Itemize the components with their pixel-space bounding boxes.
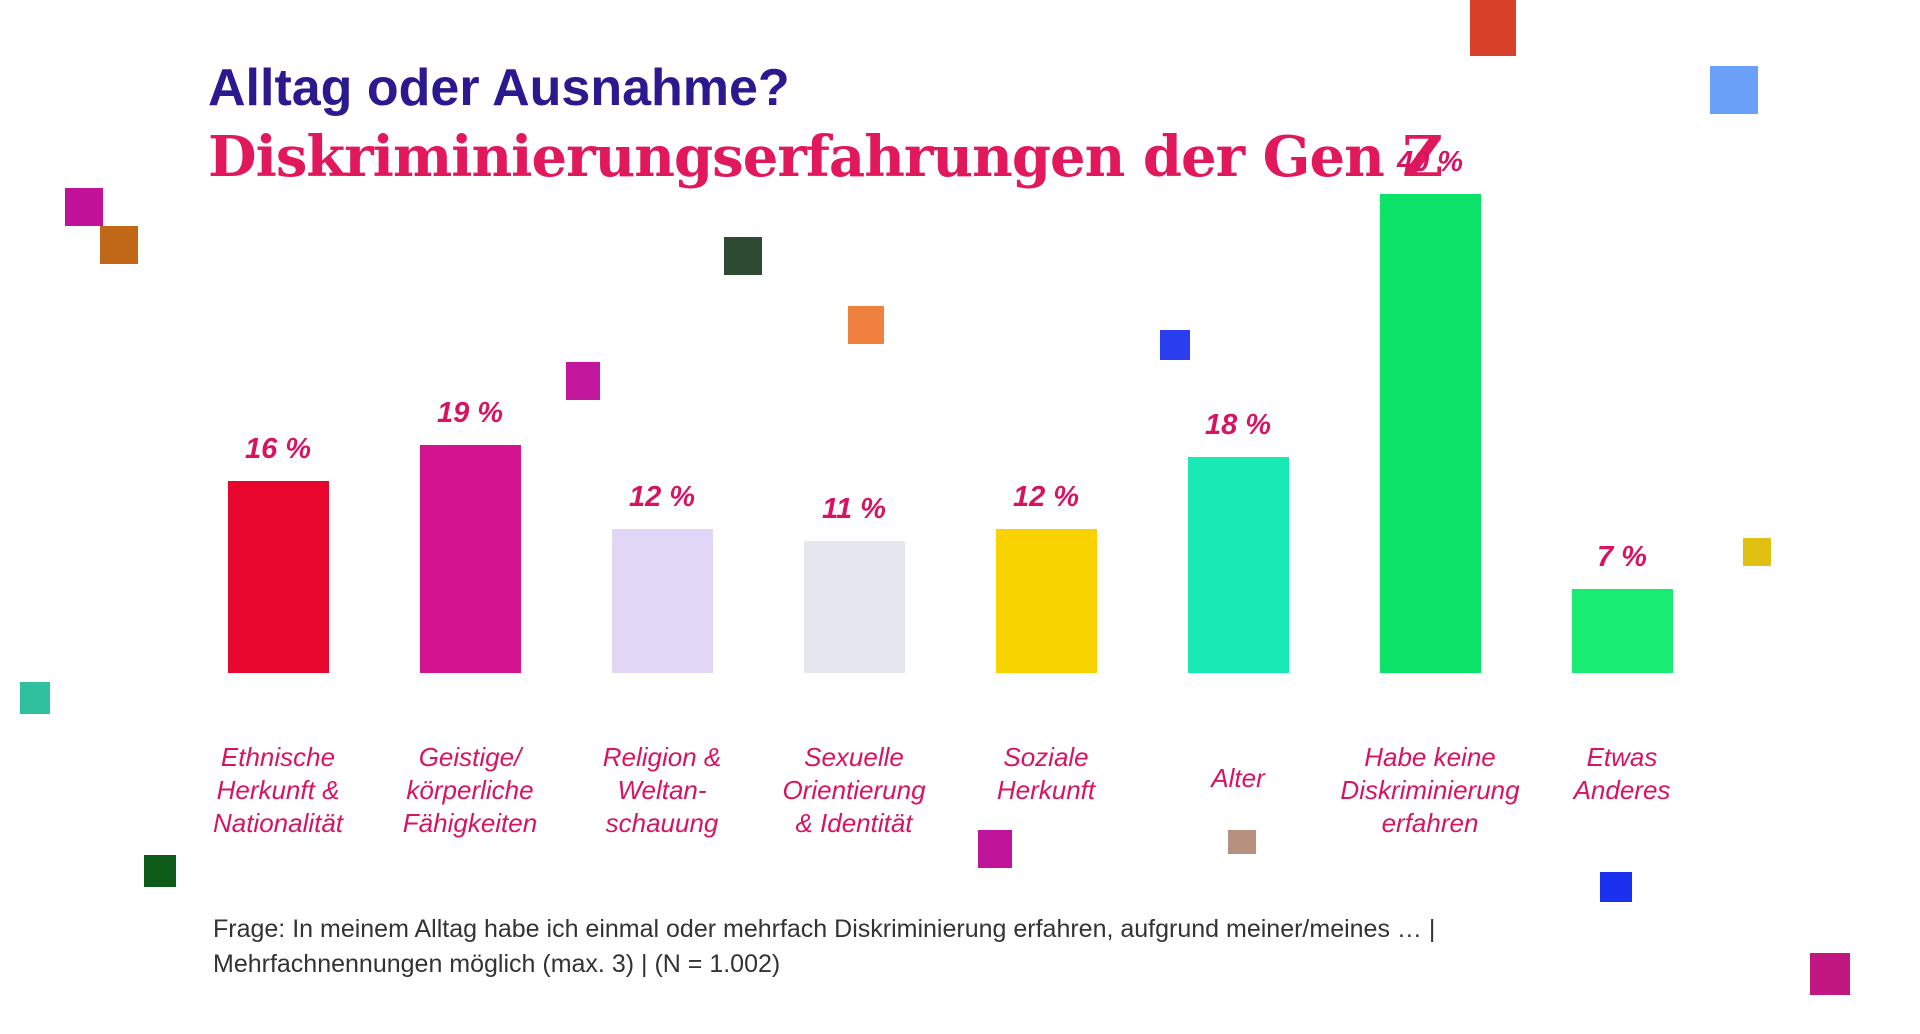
decor-square bbox=[1470, 0, 1516, 56]
value-label: 7 % bbox=[1597, 541, 1647, 574]
bar bbox=[1571, 589, 1673, 673]
x-tick-label: Habe keine Diskriminierung erfahren bbox=[1340, 742, 1520, 838]
bar bbox=[611, 529, 713, 673]
chart-title: Alltag oder Ausnahme? bbox=[208, 59, 790, 117]
bar bbox=[1379, 194, 1481, 673]
bar bbox=[995, 529, 1097, 673]
decor-square bbox=[978, 830, 1012, 868]
x-tick-label: Soziale Herkunft bbox=[996, 742, 1096, 805]
bar bbox=[419, 445, 521, 673]
value-label: 11 % bbox=[822, 493, 886, 526]
x-tick-label: Sexuelle Orientierung & Identität bbox=[782, 742, 926, 838]
value-label: 19 % bbox=[436, 397, 504, 430]
x-tick-label: Ethnische Herkunft & Nationalität bbox=[212, 742, 344, 838]
decor-square bbox=[1160, 330, 1190, 360]
footnote: Frage: In meinem Alltag habe ich einmal … bbox=[213, 915, 1436, 978]
value-label: 12 % bbox=[628, 481, 696, 514]
decor-square bbox=[1600, 872, 1632, 902]
x-tick-label: Geistige/ körperliche Fähigkeiten bbox=[402, 742, 538, 838]
decor-square bbox=[1743, 538, 1771, 566]
bar bbox=[1187, 457, 1289, 673]
decor-square bbox=[1228, 830, 1256, 854]
value-label: 12 % bbox=[1012, 481, 1080, 514]
chart-subtitle: Diskriminierungserfahrungen der Gen Z bbox=[208, 124, 1443, 190]
decor-square bbox=[1710, 66, 1758, 114]
decor-square bbox=[65, 188, 103, 226]
x-tick-label: Etwas Anderes bbox=[1573, 742, 1671, 805]
decor-square bbox=[724, 237, 762, 275]
decor-square bbox=[566, 362, 600, 400]
bar bbox=[803, 541, 905, 673]
value-label: 16 % bbox=[244, 433, 312, 466]
decor-square bbox=[100, 226, 138, 264]
value-label: 18 % bbox=[1204, 409, 1272, 442]
x-tick-label: Religion & Weltan- schauung bbox=[602, 742, 722, 838]
x-tick-label: Alter bbox=[1211, 763, 1265, 793]
decor-square bbox=[144, 855, 176, 887]
bar bbox=[227, 481, 329, 673]
decor-square bbox=[20, 682, 50, 714]
decor-square bbox=[1810, 953, 1850, 995]
decor-square bbox=[848, 306, 884, 344]
value-label: 40 % bbox=[1396, 146, 1464, 178]
